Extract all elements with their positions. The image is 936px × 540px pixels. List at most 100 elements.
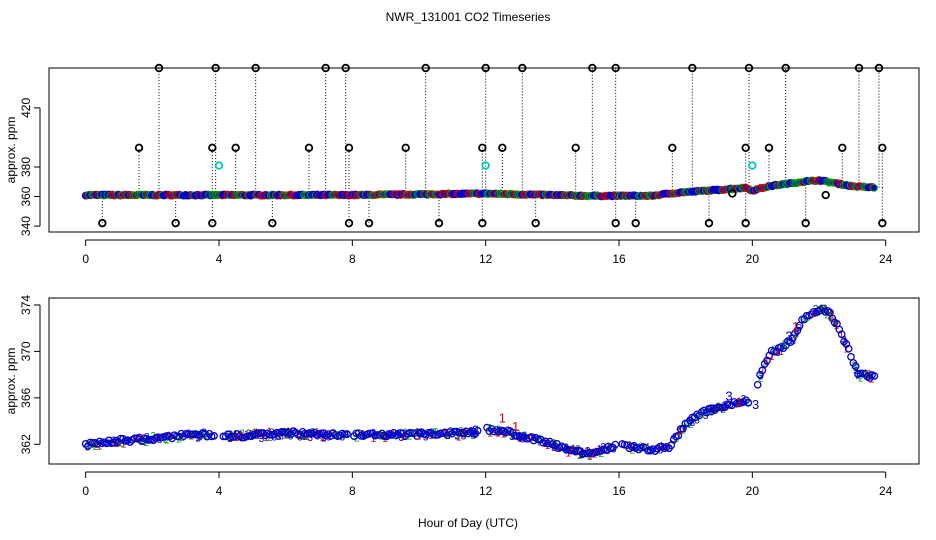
bottom-series-glyph: 2 [746, 397, 752, 408]
bottom-point [88, 439, 97, 447]
bottom-series-glyph: 3 [827, 308, 833, 319]
top-outlier-point [154, 63, 164, 73]
top-outlier-point [251, 63, 260, 73]
bottom-series-glyph: 1 [680, 424, 686, 435]
bottom-series-glyph: 3 [276, 432, 282, 443]
bottom-series-glyph: 3 [531, 433, 537, 444]
bottom-y-axis-label: approx. ppm [4, 348, 18, 415]
bottom-series-glyph: 2 [858, 374, 864, 385]
top-panel: 340 360 380 420 0 4 8 12 16 20 24 approx. ppm [4, 63, 920, 266]
top-y-tick-label: 420 [19, 98, 33, 118]
bottom-series-glyph: 3 [841, 335, 847, 346]
bottom-series-glyph: 3 [394, 430, 400, 441]
bottom-annotation-label: 3 [785, 328, 792, 343]
bottom-series-glyph: 3 [201, 428, 207, 439]
chart-title: NWR_131001 CO2 Timeseries [386, 10, 551, 24]
bottom-point [802, 311, 811, 320]
bottom-point [373, 431, 382, 439]
top-baseline-point [870, 183, 878, 192]
bottom-series-glyph: 2 [251, 430, 257, 441]
bottom-series-glyph: 2 [536, 434, 542, 445]
top-outlier-point [704, 218, 714, 228]
bottom-point [856, 369, 865, 378]
bottom-series-glyph: 2 [832, 319, 838, 330]
bottom-series-glyph: 2 [801, 313, 807, 324]
top-outlier-point [631, 218, 640, 228]
top-outlier-point [571, 143, 580, 152]
top-outlier-point [481, 63, 490, 73]
top-outlier-point [518, 63, 527, 73]
bottom-series-glyph: 2 [825, 310, 831, 321]
bottom-series-glyph: 1 [254, 428, 260, 439]
bottom-series-glyph: 3 [605, 446, 611, 457]
bottom-series-glyph: 1 [819, 303, 825, 314]
top-y-axis-label: approx. ppm [4, 117, 18, 184]
top-outlier-point [304, 143, 314, 152]
top-outlier-point [588, 63, 597, 73]
bottom-point [259, 429, 267, 437]
top-outlier-point [688, 63, 697, 73]
bottom-point [450, 427, 459, 436]
top-y-tick-label: 360 [19, 186, 33, 206]
bottom-point [179, 432, 188, 441]
bottom-point [870, 372, 879, 380]
bottom-series-glyph: 2 [508, 428, 514, 439]
bottom-series-glyph: 3 [141, 437, 147, 448]
bottom-series-glyph: 3 [309, 428, 315, 439]
bottom-point [310, 428, 319, 437]
bottom-point [786, 338, 795, 347]
bottom-series-glyph: 1 [832, 319, 838, 330]
bottom-series-glyph: 3 [340, 432, 346, 443]
bottom-series-glyph: 2 [869, 370, 875, 381]
bottom-point [541, 437, 550, 446]
top-outlier-point [321, 63, 330, 73]
bottom-point [674, 431, 683, 440]
bottom-series-glyph: 1 [843, 344, 849, 355]
bottom-series-glyph: 3 [694, 415, 700, 426]
bottom-series-glyph: 3 [573, 446, 579, 457]
top-x-tick-label: 4 [216, 252, 223, 266]
top-outlier-point [341, 63, 350, 73]
bottom-series-glyph: 2 [183, 429, 189, 440]
bottom-series-glyph: 1 [377, 430, 383, 441]
top-outlier-point [171, 218, 180, 228]
bottom-plot-frame [48, 297, 920, 465]
bottom-series-glyph: 3 [794, 328, 800, 339]
bottom-series-glyph: 2 [174, 432, 180, 443]
bottom-point [221, 432, 230, 441]
bottom-series-glyph: 3 [186, 429, 192, 440]
bottom-series-glyph: 1 [371, 434, 377, 445]
bottom-series-glyph: 1 [195, 434, 201, 445]
bottom-annotation-label: 1 [499, 411, 506, 426]
bottom-annotation-label: 3 [752, 397, 759, 412]
bottom-series-glyph: 3 [116, 439, 122, 450]
bottom-x-tick-label: 0 [82, 484, 89, 498]
bottom-series-glyph: 3 [680, 425, 686, 436]
bottom-point [119, 435, 127, 443]
bottom-series-glyph: 2 [568, 445, 574, 456]
bottom-point [238, 433, 246, 442]
top-outlier-point [801, 218, 810, 228]
bottom-series-glyph: 1 [244, 430, 250, 441]
bottom-series-glyph: 2 [781, 340, 787, 351]
bottom-series-glyph: 3 [452, 428, 458, 439]
bottom-point [109, 438, 118, 447]
top-outlier-point [781, 63, 790, 73]
bottom-point [368, 429, 377, 438]
bottom-annotation-label: 1 [512, 419, 519, 434]
top-outlier-point [878, 143, 887, 152]
bottom-series-glyph: 2 [118, 439, 124, 450]
bottom-series-glyph: 2 [680, 425, 686, 436]
bottom-series-glyph: 1 [587, 452, 593, 463]
bottom-point [753, 380, 762, 389]
bottom-series-glyph: 2 [310, 427, 316, 438]
bottom-series-glyph: 3 [387, 431, 393, 442]
bottom-series-glyph: 1 [459, 427, 465, 438]
bottom-series-glyph: 3 [515, 432, 521, 443]
bottom-series-glyph: 3 [230, 432, 236, 443]
bottom-series-glyph: 1 [774, 346, 780, 357]
bottom-series-glyph: 1 [760, 365, 766, 376]
bottom-series-glyph: 1 [839, 330, 845, 341]
bottom-x-tick-label: 4 [216, 484, 223, 498]
